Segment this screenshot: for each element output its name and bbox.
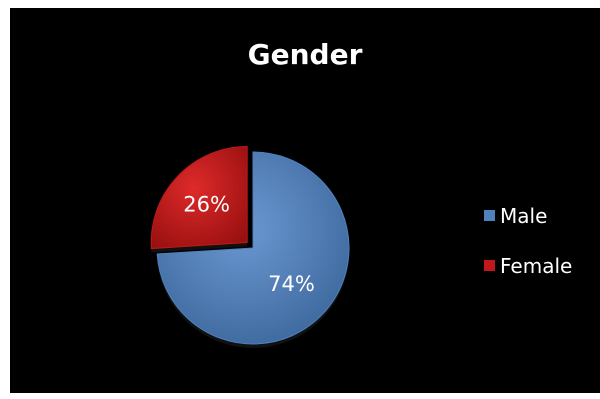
chart-area: Gender 74% 26% Male Female bbox=[10, 8, 600, 393]
pie-chart: 74% 26% Male Female bbox=[150, 146, 572, 349]
pie-slice-male bbox=[156, 151, 350, 345]
legend: Male Female bbox=[484, 204, 572, 278]
legend-swatch-male bbox=[484, 210, 495, 221]
pie-slice-female bbox=[150, 146, 248, 250]
chart-title: Gender bbox=[247, 38, 363, 71]
slice-labels: 74% 26% bbox=[183, 192, 315, 296]
legend-label-male: Male bbox=[500, 204, 547, 228]
legend-label-female: Female bbox=[500, 254, 572, 278]
pie-slices bbox=[150, 146, 350, 349]
data-label-male: 74% bbox=[268, 272, 315, 296]
legend-swatch-female bbox=[484, 260, 495, 271]
data-label-female: 26% bbox=[183, 192, 230, 216]
